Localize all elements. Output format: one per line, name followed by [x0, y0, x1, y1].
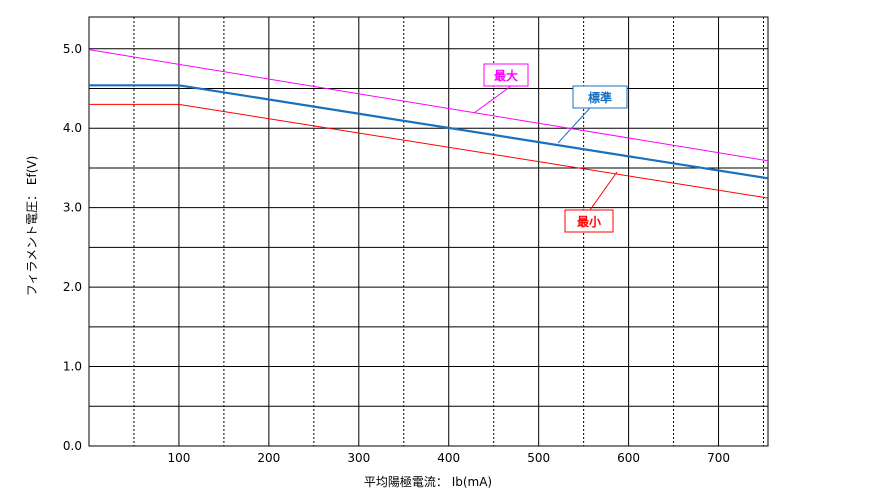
callout-max-label: 最大: [494, 68, 518, 83]
callout-typical-label: 標準: [588, 90, 612, 105]
y-tick-label: 3.0: [63, 201, 82, 215]
x-tick-label: 600: [617, 451, 640, 465]
y-tick-label: 5.0: [63, 42, 82, 56]
x-tick-label: 300: [347, 451, 370, 465]
series-lines: [88, 49, 769, 199]
x-tick-label: 500: [527, 451, 550, 465]
callout-max: 最大: [473, 63, 529, 114]
y-axis-title: フィラメント電圧： Ef(V): [25, 156, 39, 297]
callout-max-box: [483, 63, 529, 87]
y-tick-label: 0.0: [63, 439, 82, 453]
y-tick-label: 1.0: [63, 360, 82, 374]
x-tick-label: 400: [437, 451, 460, 465]
y-tick-label: 4.0: [63, 121, 82, 135]
series-line-typical: [89, 84, 769, 180]
x-tick-label: 700: [707, 451, 730, 465]
y-tick-label: 2.0: [63, 280, 82, 294]
series-line-min: [89, 103, 769, 199]
x-tick-label: 200: [257, 451, 280, 465]
x-tick-label: 100: [167, 451, 190, 465]
callout-min-box: [564, 209, 614, 233]
callout-typical-leader: [557, 107, 591, 144]
tick-labels: 100 200 300 400 500 600 700 0.0 1.0 2.0 3.0 4.0 5.0: [63, 42, 730, 465]
x-axis-title: 平均陽極電流： Ib(mA): [364, 474, 492, 489]
callout-typical-box: [572, 85, 628, 109]
callout-typical: 標準: [557, 85, 628, 144]
callout-max-leader: [473, 85, 512, 114]
callout-min-label: 最小: [577, 214, 601, 229]
series-line-max: [88, 49, 769, 162]
plot-frame: [88, 16, 769, 447]
grid: [88, 16, 769, 447]
callout-min-leader: [589, 171, 618, 211]
callout-min: 最小: [564, 171, 618, 233]
